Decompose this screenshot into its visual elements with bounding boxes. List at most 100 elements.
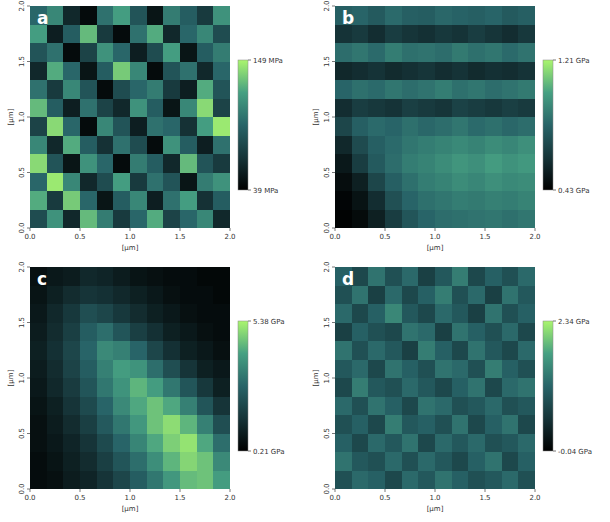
heatmap-cell — [402, 173, 419, 192]
x-axis-label: [μm] — [427, 244, 444, 252]
heatmap-cell — [485, 434, 502, 453]
heatmap-cell — [468, 191, 485, 210]
heatmap-cell — [502, 173, 519, 192]
heatmap-cell — [352, 341, 369, 360]
y-tick — [332, 117, 335, 118]
x-tick — [485, 489, 486, 492]
heatmap-cell — [47, 154, 64, 173]
y-tick-label: 0.5 — [18, 428, 26, 439]
y-tick — [332, 61, 335, 62]
heatmap-cell — [335, 360, 352, 379]
heatmap-cell — [368, 80, 385, 99]
heatmap-cell — [47, 323, 64, 342]
heatmap-cell — [352, 415, 369, 434]
heatmap-cell — [63, 378, 80, 397]
heatmap-cell — [197, 286, 214, 305]
y-tick-label: 1.0 — [18, 111, 26, 122]
heatmap-cell — [47, 136, 64, 155]
colorbar-label: 39 MPa — [253, 187, 278, 195]
heatmap-cell — [502, 191, 519, 210]
y-axis-label: [μm] — [7, 108, 15, 125]
heatmap-cell — [452, 323, 469, 342]
heatmap-cell — [402, 452, 419, 471]
x-tick-label: 1.0 — [429, 233, 440, 241]
heatmap-cell — [163, 341, 180, 360]
heatmap-cell — [368, 210, 385, 229]
heatmap-cell — [485, 415, 502, 434]
y-tick — [27, 378, 30, 379]
heatmap-cell — [502, 378, 519, 397]
heatmap-cell — [213, 62, 230, 81]
heatmap-cell — [485, 43, 502, 62]
heatmap-cell — [163, 267, 180, 286]
heatmap-cell — [468, 173, 485, 192]
heatmap-cell — [147, 323, 164, 342]
heatmap-cell — [368, 452, 385, 471]
heatmap-cell — [385, 434, 402, 453]
heatmap-cell — [385, 397, 402, 416]
heatmap-cell — [97, 267, 114, 286]
heatmap-cell — [80, 191, 97, 210]
heatmap-cell — [80, 117, 97, 136]
heatmap-cell — [30, 452, 47, 471]
x-tick — [485, 228, 486, 231]
y-tick-label: 2.0 — [18, 261, 26, 272]
heatmap-cell — [80, 173, 97, 192]
heatmap-cell — [502, 415, 519, 434]
heatmap-cell — [47, 471, 64, 490]
heatmap-cell — [30, 117, 47, 136]
heatmap-cell — [213, 117, 230, 136]
heatmap-cell — [502, 267, 519, 286]
heatmap-cell — [30, 397, 47, 416]
heatmap-cell — [47, 304, 64, 323]
colorbar-tick — [553, 60, 556, 61]
heatmap-cell — [180, 25, 197, 44]
heatmap-cell — [485, 6, 502, 25]
heatmap-cell — [335, 173, 352, 192]
heatmap-cell — [180, 397, 197, 416]
heatmap-cell — [63, 210, 80, 229]
heatmap-cell — [368, 267, 385, 286]
x-tick-label: 1.0 — [124, 494, 135, 502]
heatmap-cell — [63, 136, 80, 155]
heatmap-cell — [147, 471, 164, 490]
heatmap-cell — [147, 341, 164, 360]
colorbar-tick — [553, 190, 556, 191]
heatmap-cell — [63, 267, 80, 286]
heatmap-cell — [402, 154, 419, 173]
heatmap-cell — [163, 62, 180, 81]
heatmap-cell — [368, 99, 385, 118]
heatmap-cell — [352, 191, 369, 210]
heatmap-cell — [113, 397, 130, 416]
heatmap-cell — [468, 415, 485, 434]
heatmap-cell — [518, 62, 535, 81]
heatmap-cell — [47, 80, 64, 99]
x-tick — [385, 228, 386, 231]
heatmap-cell — [385, 117, 402, 136]
heatmap-cell — [352, 136, 369, 155]
heatmap-cell — [385, 304, 402, 323]
x-tick — [80, 489, 81, 492]
heatmap-cell — [502, 397, 519, 416]
heatmap-cell — [130, 191, 147, 210]
y-tick-label: 2.0 — [323, 0, 331, 11]
heatmap-cell — [213, 191, 230, 210]
heatmap-cell — [180, 452, 197, 471]
heatmap-cell — [163, 136, 180, 155]
heatmap-cell — [30, 304, 47, 323]
heatmap-cell — [63, 99, 80, 118]
heatmap-cell — [47, 267, 64, 286]
heatmap-cell — [47, 6, 64, 25]
heatmap-cell — [130, 415, 147, 434]
heatmap-cell — [452, 191, 469, 210]
y-tick — [27, 228, 30, 229]
heatmap-cell — [47, 62, 64, 81]
heatmap-cell — [452, 43, 469, 62]
heatmap-cell — [368, 415, 385, 434]
heatmap-cell — [130, 341, 147, 360]
heatmap-cell — [113, 99, 130, 118]
heatmap-cell — [385, 415, 402, 434]
heatmap-cell — [352, 210, 369, 229]
heatmap-cell — [197, 452, 214, 471]
heatmap-cell — [163, 117, 180, 136]
